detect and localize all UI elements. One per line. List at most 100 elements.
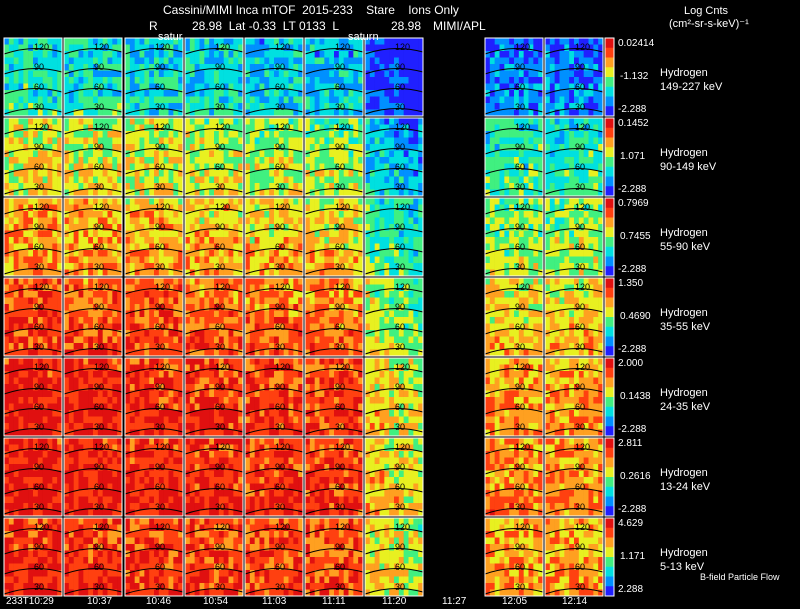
contour-line — [244, 348, 304, 355]
pixel — [154, 150, 160, 158]
pixel — [129, 284, 135, 292]
pixel — [329, 109, 335, 117]
pixel — [129, 163, 135, 171]
pixel — [264, 297, 270, 305]
contour-label: 120 — [515, 42, 530, 52]
contour-label: 120 — [275, 282, 290, 292]
pixel — [173, 269, 179, 277]
pixel — [269, 163, 275, 171]
pixel — [97, 144, 103, 151]
pixel — [163, 204, 169, 212]
pixel — [88, 269, 94, 277]
pixel — [489, 224, 495, 231]
pixel — [102, 250, 108, 257]
pixel — [18, 310, 24, 318]
pixel — [259, 51, 265, 58]
pixel — [88, 323, 94, 331]
pixel — [413, 90, 419, 97]
pixel — [28, 243, 34, 251]
pixel — [264, 44, 270, 52]
pixel — [353, 70, 359, 78]
pixel — [107, 144, 113, 151]
pixel — [305, 103, 311, 110]
colorbar-2 — [604, 197, 615, 277]
pixel — [144, 144, 150, 151]
pixel — [278, 109, 284, 117]
pixel — [57, 103, 63, 110]
pixel — [314, 183, 320, 190]
pixel — [209, 250, 215, 257]
pixel — [348, 291, 354, 298]
contour-label: 30 — [155, 342, 165, 352]
pixel — [249, 224, 255, 231]
pixel — [365, 137, 371, 145]
pixel — [564, 217, 570, 225]
pixel — [588, 230, 594, 238]
pixel — [389, 83, 395, 91]
pixel — [365, 230, 371, 238]
pixel — [588, 124, 594, 132]
pixel — [329, 183, 335, 190]
pixel — [338, 256, 344, 264]
pixel — [348, 269, 354, 277]
pixel — [298, 330, 304, 337]
pixel — [223, 278, 229, 285]
pixel — [533, 44, 539, 52]
pixel — [418, 198, 424, 205]
pixel — [218, 157, 224, 164]
pixel — [403, 103, 409, 110]
pixel — [57, 243, 63, 251]
pixel — [107, 137, 113, 145]
pixel — [57, 38, 63, 45]
pixel — [149, 198, 155, 205]
pixel — [68, 198, 74, 205]
pixel — [269, 157, 275, 164]
pixel — [593, 51, 599, 58]
pixel — [305, 204, 311, 212]
pixel — [88, 38, 94, 45]
pixel — [518, 57, 524, 65]
contour-label: 90 — [215, 62, 225, 72]
pixel — [569, 170, 575, 177]
pixel — [574, 224, 580, 231]
pixel — [245, 77, 251, 84]
pixel — [238, 70, 244, 78]
pixel — [588, 217, 594, 225]
pixel — [218, 256, 224, 264]
pixel — [139, 211, 145, 218]
pixel — [33, 278, 39, 285]
pixel — [57, 217, 63, 225]
pixel — [57, 157, 63, 164]
pixel — [233, 124, 239, 132]
pixel — [18, 83, 24, 91]
pixel — [218, 278, 224, 285]
pixel — [47, 217, 53, 225]
pixel — [369, 144, 375, 151]
pixel — [559, 189, 565, 197]
pixel — [139, 204, 145, 212]
pixel — [144, 131, 150, 138]
pixel — [549, 211, 555, 218]
pixel — [324, 237, 330, 244]
pixel — [413, 250, 419, 257]
pixel — [494, 263, 500, 270]
pixel — [73, 317, 79, 324]
pixel — [249, 124, 255, 132]
pixel — [369, 176, 375, 184]
pixel — [418, 250, 424, 257]
contour-line — [364, 188, 424, 195]
contour-line — [304, 88, 364, 95]
contour-label: 120 — [34, 42, 49, 52]
pixel — [144, 170, 150, 177]
pixel — [504, 96, 510, 104]
pixel — [343, 278, 349, 285]
pixel — [214, 310, 220, 318]
pixel — [57, 137, 63, 145]
pixel — [163, 137, 169, 145]
pixel — [418, 269, 424, 277]
pixel — [293, 124, 299, 132]
pixel — [538, 263, 544, 270]
pixel — [218, 291, 224, 298]
pixel — [293, 198, 299, 205]
pixel — [319, 144, 325, 151]
